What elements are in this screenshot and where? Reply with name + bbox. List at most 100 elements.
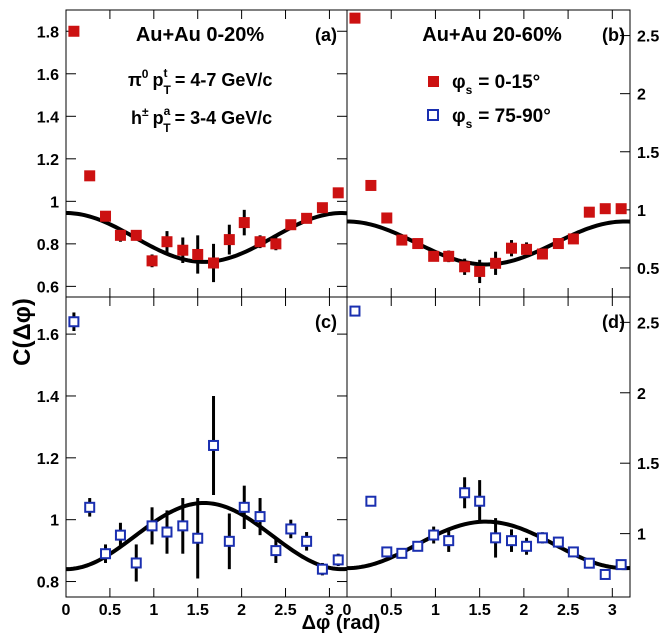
data-point — [254, 511, 266, 523]
data-point — [68, 316, 80, 328]
data-point — [285, 523, 297, 535]
data-point — [100, 210, 112, 222]
legend-marker-out-of-plane — [427, 109, 439, 121]
y-tick-label: 2 — [637, 386, 646, 403]
x-axis-title: Δφ (rad) — [302, 612, 381, 634]
y-tick-label: 0.5 — [637, 261, 659, 278]
data-point — [301, 212, 313, 224]
y-tick-label: 1.2 — [37, 152, 59, 169]
x-tick-label: 0.5 — [99, 602, 121, 619]
fit-curve — [346, 519, 631, 571]
data-point — [459, 261, 471, 273]
x-tick-label: 2.5 — [557, 602, 579, 619]
x-tick-label: 1 — [149, 602, 158, 619]
panel-a-letter: (a) — [315, 25, 337, 45]
data-point — [177, 244, 189, 256]
data-point — [459, 487, 471, 499]
y-axis-title: C(Δφ) — [9, 298, 36, 366]
y-tick-label: 1.5 — [637, 456, 659, 473]
y-tick-label: 0.8 — [37, 237, 59, 254]
panel-a: 0.6 0.8 1 1.2 1.4 1.6 1.8 — [37, 9, 348, 298]
data-point — [349, 12, 361, 24]
x-tick-label: 2 — [519, 602, 528, 619]
data-point — [505, 535, 517, 547]
data-point — [68, 25, 80, 37]
data-point — [84, 170, 96, 182]
data-point — [615, 203, 627, 215]
data-point — [316, 563, 328, 575]
data-point — [412, 238, 424, 250]
y-tick-label: 1 — [637, 203, 646, 220]
y-tick-label: 2.5 — [637, 315, 659, 332]
data-point — [238, 217, 250, 229]
fit-curve — [65, 211, 348, 264]
data-point — [285, 219, 297, 231]
data-point — [583, 206, 595, 218]
panel-d: 1 1.5 2 2.5 0 0.5 1 1.5 2 2.5 3 — [343, 296, 659, 619]
data-point — [114, 229, 126, 241]
panel-c-letter: (c) — [315, 312, 337, 332]
legend-entry-out-of-plane: φs = 75-90° — [452, 106, 551, 131]
panel-d-letter: (d) — [602, 312, 625, 332]
data-point — [490, 532, 502, 544]
x-tick-label: 3 — [325, 602, 334, 619]
data-point — [599, 203, 611, 215]
panel-b-title: Au+Au 20-60% — [422, 24, 562, 46]
data-point — [365, 179, 377, 191]
data-point — [316, 202, 328, 214]
data-point — [146, 255, 158, 267]
data-point — [192, 532, 204, 544]
y-tick-label: 0.6 — [37, 279, 59, 296]
x-tick-label: 1.5 — [187, 602, 209, 619]
x-tick-label: 2.5 — [274, 602, 296, 619]
data-point — [490, 257, 502, 269]
data-point — [615, 559, 627, 571]
data-point — [536, 248, 548, 260]
data-point — [177, 520, 189, 532]
y-tick-label: 1.6 — [37, 327, 59, 344]
data-point — [349, 305, 361, 317]
data-point — [254, 236, 266, 248]
data-point — [583, 557, 595, 569]
plot-frame — [346, 296, 631, 598]
data-point — [521, 540, 533, 552]
panel-a-title: Au+Au 0-20% — [136, 24, 265, 46]
data-point — [301, 535, 313, 547]
plot-frame — [346, 9, 631, 298]
data-point — [567, 546, 579, 558]
plot-frame — [65, 9, 348, 298]
data-point — [599, 568, 611, 580]
y-tick-label: 2.5 — [637, 29, 659, 46]
data-point — [412, 540, 424, 552]
panel-c: 0.8 1 1.2 1.4 1.6 0 0.5 1 1.5 2 2.5 3 — [37, 296, 348, 619]
y-tick-label: 1.8 — [37, 24, 59, 41]
data-point — [552, 238, 564, 250]
data-point — [536, 532, 548, 544]
data-point — [474, 495, 486, 507]
data-point — [223, 535, 235, 547]
y-tick-label: 1.6 — [37, 67, 59, 84]
panel-b-letter: (b) — [602, 25, 625, 45]
data-point — [84, 501, 96, 513]
data-point — [114, 529, 126, 541]
data-point — [381, 212, 393, 224]
fit-curve — [346, 219, 631, 267]
x-tick-label: 0 — [343, 602, 352, 619]
data-point — [443, 250, 455, 262]
data-point — [428, 529, 440, 541]
assoc-pt-annotation: h± pa T = 3-4 GeV/c — [131, 104, 272, 135]
y-tick-label: 1 — [50, 513, 59, 530]
data-point — [130, 557, 142, 569]
data-point — [270, 545, 282, 557]
fit-curve — [65, 500, 348, 572]
data-point — [332, 187, 344, 199]
x-tick-label: 3 — [608, 602, 617, 619]
data-point — [365, 495, 377, 507]
x-tick-label: 2 — [237, 602, 246, 619]
data-point — [552, 536, 564, 548]
x-tick-label: 0 — [62, 602, 71, 619]
data-point — [270, 238, 282, 250]
panel-b: 0.5 1 1.5 2 2.5 — [346, 9, 659, 298]
data-point — [567, 233, 579, 245]
